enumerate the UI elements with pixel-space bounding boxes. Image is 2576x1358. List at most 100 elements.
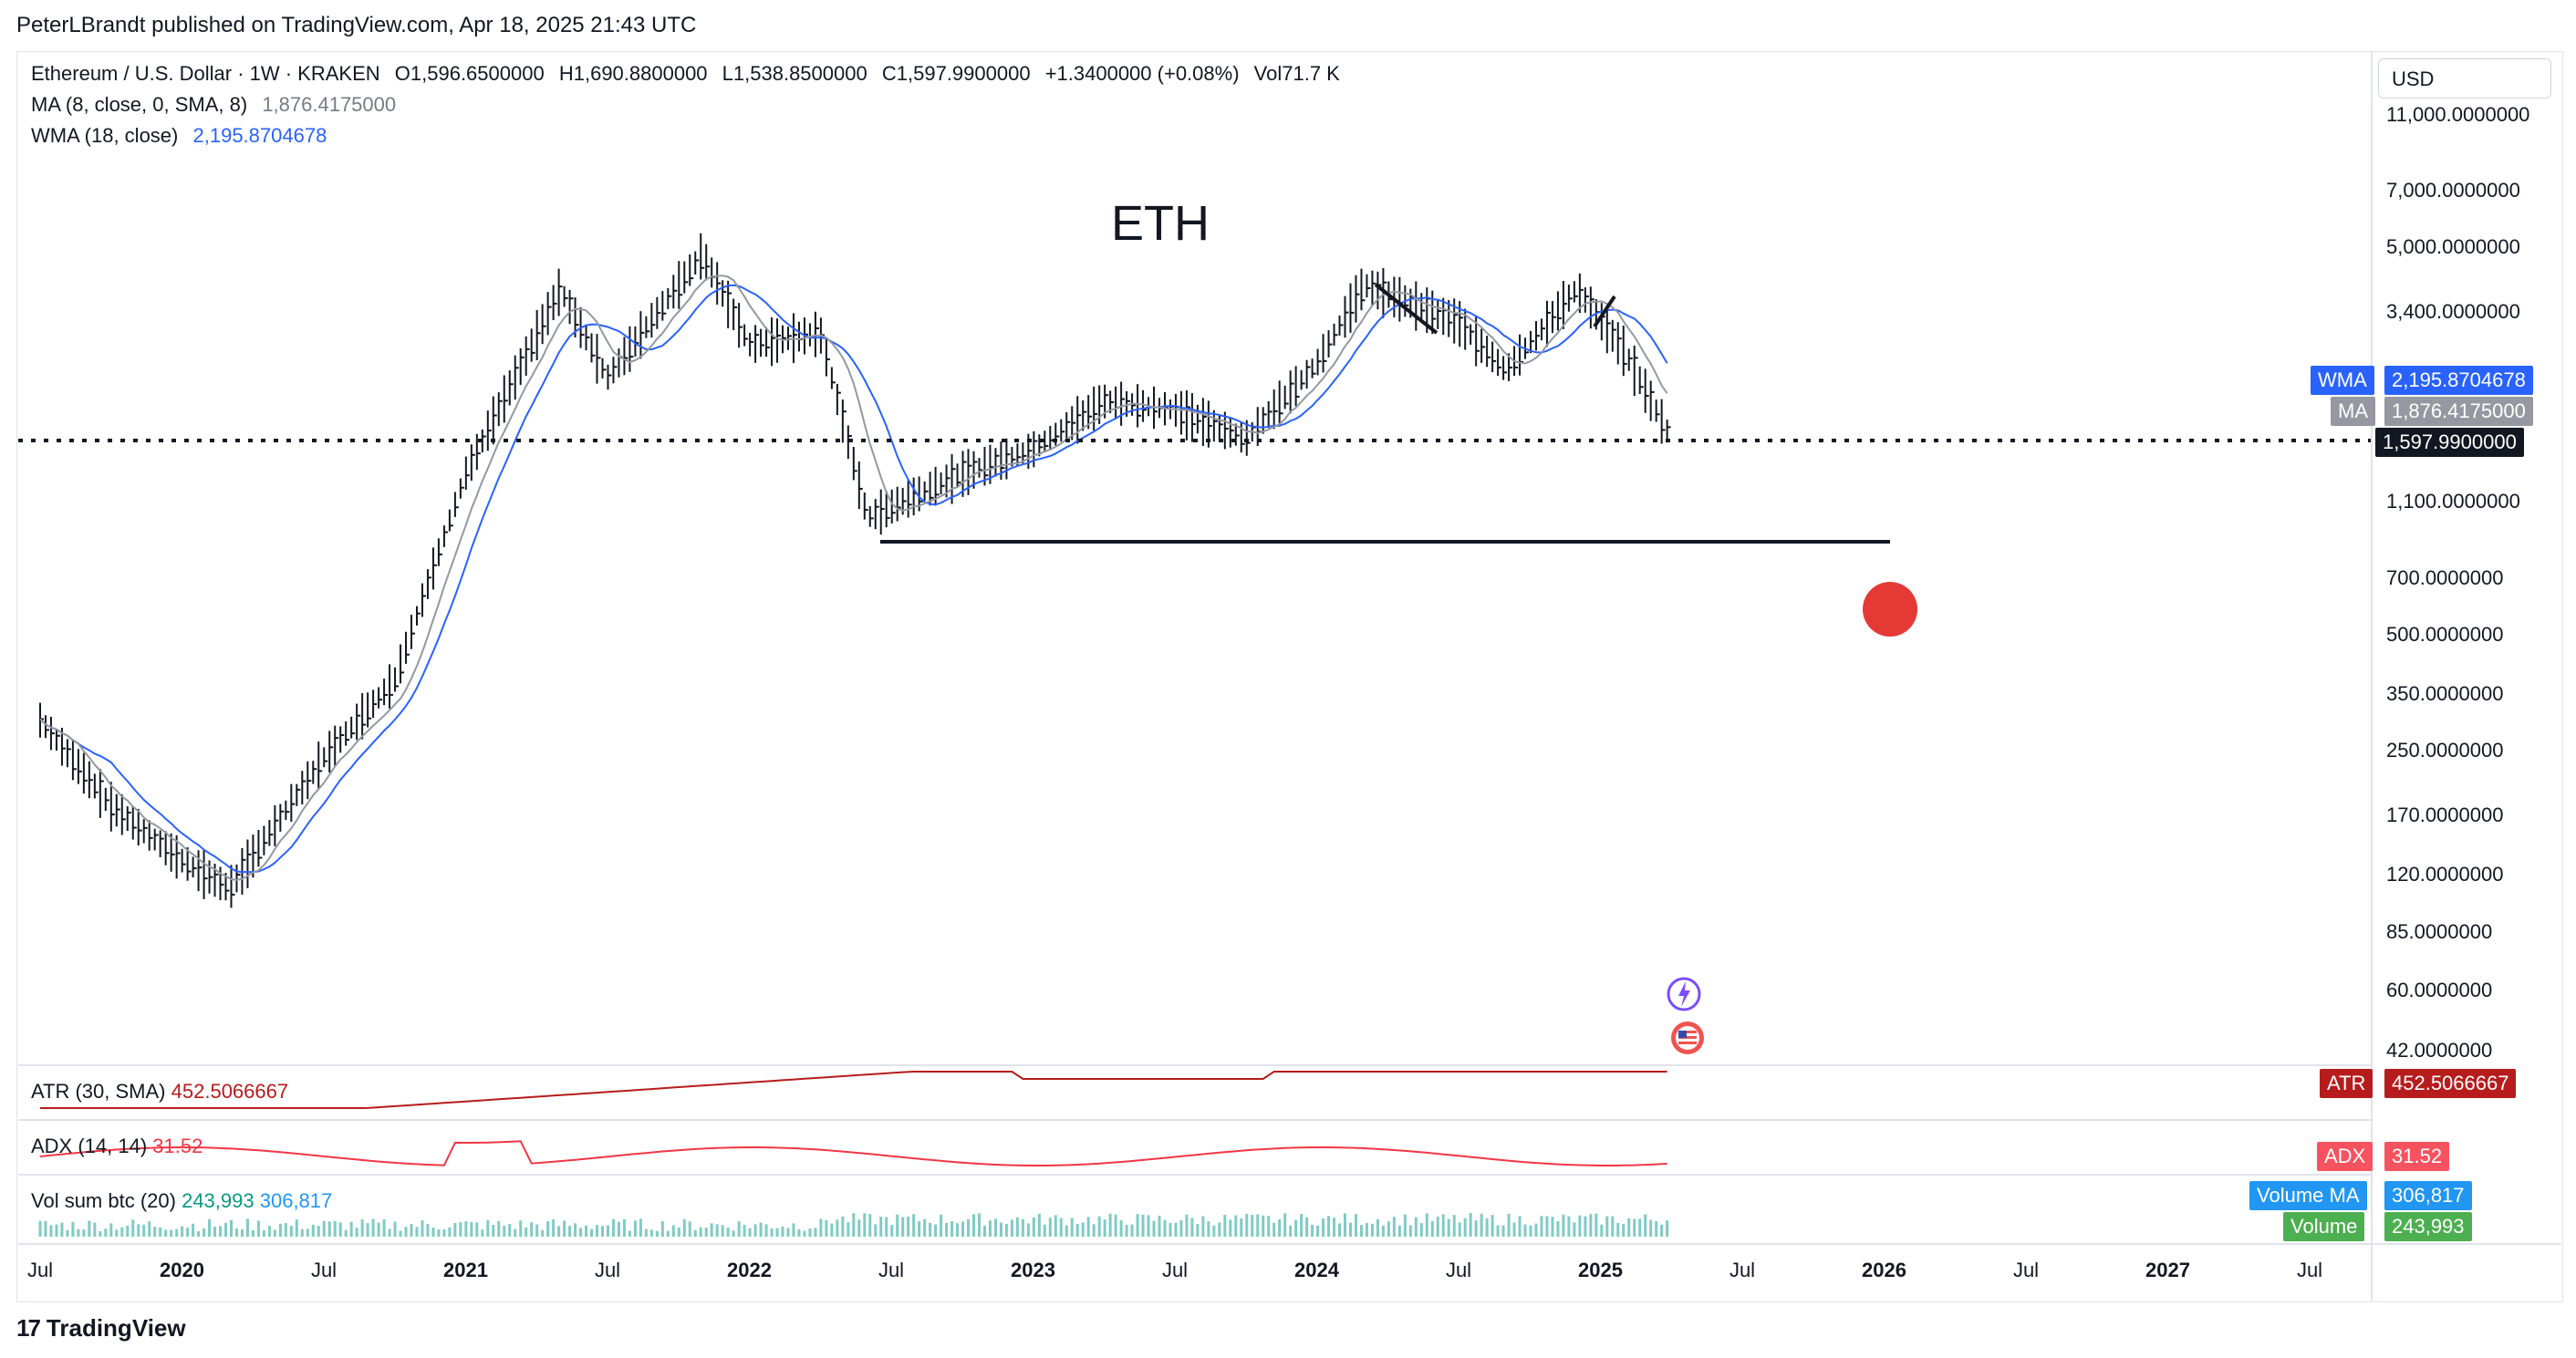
- ideas-icon[interactable]: [1666, 976, 1702, 1012]
- atr-line: [40, 1071, 1667, 1109]
- volume-bar: [1348, 1222, 1352, 1237]
- volume-bar: [104, 1228, 108, 1237]
- volume-bar: [1037, 1213, 1041, 1237]
- price-bar: [1240, 420, 1245, 453]
- atr-tag-value: 452.5066667: [2384, 1069, 2517, 1098]
- price-bar: [1300, 369, 1305, 390]
- price-bar: [274, 804, 279, 846]
- price-bar: [929, 472, 934, 506]
- us-flag-event-icon[interactable]: [1669, 1020, 1706, 1056]
- price-bar: [596, 334, 601, 384]
- price-bar: [1267, 400, 1272, 429]
- volume-bar: [219, 1226, 223, 1237]
- price-bar: [1573, 281, 1578, 303]
- volume-bar: [1229, 1219, 1232, 1237]
- price-bar: [830, 367, 836, 389]
- price-bar: [400, 644, 405, 684]
- price-bar: [120, 794, 126, 835]
- atr-name: ATR (30, SMA): [31, 1080, 166, 1103]
- price-bar: [563, 285, 568, 307]
- volume-legend[interactable]: Vol sum btc (20) 243,993 306,817: [31, 1189, 332, 1213]
- volume-bar: [1169, 1222, 1172, 1237]
- time-axis-label: 2023: [1011, 1259, 1055, 1281]
- price-bar: [394, 667, 400, 692]
- tradingview-logo[interactable]: 17 TradingView: [16, 1314, 186, 1342]
- price-bar: [1393, 276, 1398, 317]
- price-bar: [235, 864, 241, 893]
- price-bar: [535, 309, 541, 360]
- volume-bar: [1518, 1216, 1522, 1237]
- time-axis-label: Jul: [594, 1259, 621, 1281]
- volume-bar: [197, 1230, 201, 1237]
- wma-legend[interactable]: WMA (18, close) 2,195.8704678: [31, 124, 336, 148]
- price-bar: [1371, 270, 1376, 306]
- price-axis-label: 250.0000000: [2386, 739, 2504, 762]
- price-bar: [738, 303, 743, 348]
- volume-bar: [164, 1229, 168, 1237]
- volume-bar: [764, 1224, 768, 1237]
- adx-legend[interactable]: ADX (14, 14) 31.52: [31, 1135, 203, 1158]
- price-bar: [771, 317, 776, 367]
- volume-bar: [677, 1227, 680, 1237]
- volume-bar: [317, 1226, 320, 1237]
- price-bar: [825, 337, 830, 377]
- price-bar: [268, 820, 274, 846]
- volume-bar: [115, 1229, 119, 1237]
- volume-bar: [1616, 1222, 1620, 1237]
- volume-bar: [1103, 1219, 1106, 1237]
- volume-bar: [1021, 1218, 1024, 1237]
- price-bar: [142, 819, 148, 844]
- time-axis-label: 2026: [1862, 1259, 1906, 1281]
- currency-selector[interactable]: USD: [2378, 58, 2551, 98]
- price-bar: [1470, 324, 1475, 345]
- volume-bar: [1267, 1216, 1271, 1237]
- volume-bar: [1458, 1222, 1461, 1237]
- volume-bar: [453, 1223, 457, 1237]
- volume-bar: [208, 1218, 212, 1237]
- price-bar: [306, 761, 312, 800]
- volume-bar: [971, 1214, 975, 1237]
- volume-bar: [737, 1221, 741, 1237]
- volume-bar: [55, 1224, 58, 1237]
- price-bar: [356, 703, 361, 741]
- volume-bar: [224, 1222, 228, 1237]
- price-bar: [727, 280, 732, 328]
- price-bar: [1115, 386, 1120, 420]
- volume-bar: [1403, 1214, 1407, 1237]
- price-bar: [1633, 345, 1638, 397]
- volume-bar: [1097, 1216, 1101, 1237]
- high-value: H1,690.8800000: [558, 62, 708, 85]
- volume-bar: [66, 1229, 69, 1237]
- atr-legend[interactable]: ATR (30, SMA) 452.5066667: [31, 1080, 288, 1104]
- volume-bar: [519, 1220, 523, 1237]
- volume-bar: [1600, 1224, 1604, 1237]
- price-bar: [1142, 389, 1148, 422]
- price-bar: [453, 492, 459, 517]
- volume-bar: [825, 1219, 828, 1237]
- price-bar: [1660, 399, 1666, 444]
- price-bar: [1065, 411, 1071, 441]
- time-axis-label: Jul: [310, 1259, 338, 1281]
- symbol-legend[interactable]: Ethereum / U.S. Dollar · 1W · KRAKEN O1,…: [31, 62, 1349, 86]
- price-bar: [896, 486, 901, 522]
- volume-bar: [503, 1226, 506, 1237]
- volume-bar: [1048, 1218, 1052, 1237]
- price-bar: [126, 806, 131, 831]
- adx-tag-value: 31.52: [2384, 1142, 2450, 1171]
- volume-bar: [1485, 1218, 1489, 1237]
- volume-bar: [377, 1222, 380, 1237]
- volume-bar: [977, 1213, 981, 1237]
- price-bar: [639, 311, 645, 359]
- price-bar: [192, 856, 197, 878]
- volume-bar: [1262, 1215, 1265, 1237]
- price-bar: [372, 689, 378, 719]
- ma-legend[interactable]: MA (8, close, 0, SMA, 8) 1,876.4175000: [31, 93, 405, 117]
- volume-bar: [682, 1218, 686, 1237]
- price-bar: [459, 478, 464, 499]
- price-bar: [940, 472, 945, 495]
- volume-bar: [88, 1220, 91, 1237]
- volume-bar: [1376, 1218, 1379, 1237]
- volume-bar: [1158, 1215, 1161, 1237]
- volume-bar: [1108, 1213, 1112, 1237]
